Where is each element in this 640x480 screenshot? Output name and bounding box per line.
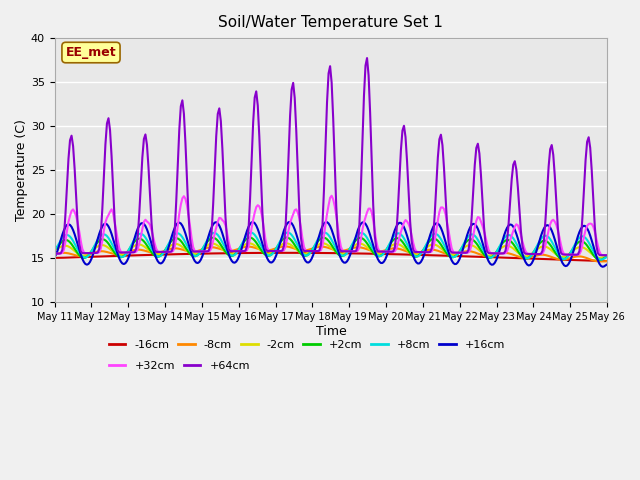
+2cm — [243, 236, 251, 241]
+16cm — [51, 254, 58, 260]
+64cm — [51, 251, 58, 256]
+32cm — [234, 248, 242, 254]
X-axis label: Time: Time — [316, 324, 346, 337]
-16cm — [118, 253, 126, 259]
-8cm — [216, 246, 223, 252]
+2cm — [604, 253, 611, 259]
-8cm — [294, 247, 301, 252]
+32cm — [118, 250, 126, 255]
+2cm — [294, 247, 301, 252]
+2cm — [574, 240, 582, 246]
Text: EE_met: EE_met — [66, 46, 116, 59]
+2cm — [234, 248, 242, 254]
-2cm — [216, 244, 223, 250]
-2cm — [118, 252, 126, 258]
-2cm — [596, 255, 604, 261]
+8cm — [51, 246, 58, 252]
+8cm — [597, 257, 605, 263]
+2cm — [283, 235, 291, 240]
-8cm — [118, 251, 126, 257]
-16cm — [294, 250, 301, 256]
+16cm — [118, 261, 126, 266]
Title: Soil/Water Temperature Set 1: Soil/Water Temperature Set 1 — [218, 15, 444, 30]
+2cm — [596, 257, 604, 263]
+8cm — [234, 249, 242, 254]
+16cm — [598, 264, 606, 270]
+8cm — [574, 237, 582, 242]
-2cm — [294, 248, 301, 253]
+16cm — [294, 236, 301, 242]
Y-axis label: Temperature (C): Temperature (C) — [15, 119, 28, 221]
+64cm — [234, 248, 242, 254]
+32cm — [292, 206, 300, 212]
-2cm — [282, 240, 289, 246]
-16cm — [282, 250, 289, 256]
+8cm — [294, 243, 301, 249]
-2cm — [51, 246, 58, 252]
+2cm — [51, 246, 58, 252]
Line: +2cm: +2cm — [54, 238, 607, 260]
+32cm — [604, 252, 611, 258]
Legend: +32cm, +64cm: +32cm, +64cm — [104, 357, 254, 376]
Line: -16cm: -16cm — [54, 253, 607, 261]
Line: +64cm: +64cm — [54, 58, 607, 255]
+32cm — [51, 251, 58, 256]
-2cm — [604, 253, 611, 259]
-8cm — [604, 258, 611, 264]
-8cm — [574, 253, 582, 259]
+64cm — [118, 250, 126, 255]
+2cm — [118, 254, 126, 260]
-16cm — [604, 258, 611, 264]
+32cm — [243, 247, 251, 253]
+16cm — [216, 223, 223, 228]
+8cm — [283, 230, 291, 236]
+8cm — [118, 254, 126, 260]
-8cm — [597, 259, 605, 264]
+32cm — [328, 193, 335, 199]
+8cm — [243, 232, 251, 238]
+64cm — [574, 252, 582, 257]
+8cm — [216, 234, 223, 240]
+16cm — [243, 228, 251, 234]
Line: +16cm: +16cm — [54, 222, 607, 267]
-2cm — [234, 248, 242, 253]
-16cm — [51, 255, 58, 261]
+16cm — [286, 219, 294, 225]
-8cm — [243, 244, 251, 250]
+16cm — [604, 262, 611, 267]
+8cm — [604, 254, 611, 260]
Line: -2cm: -2cm — [54, 243, 607, 258]
Line: +32cm: +32cm — [54, 196, 607, 255]
-2cm — [243, 241, 251, 247]
-8cm — [234, 246, 242, 252]
-16cm — [574, 257, 582, 263]
+16cm — [234, 256, 242, 262]
+64cm — [243, 243, 251, 249]
Line: -8cm: -8cm — [54, 246, 607, 262]
-2cm — [574, 245, 582, 251]
+32cm — [574, 252, 582, 258]
+64cm — [216, 106, 223, 111]
+32cm — [216, 215, 223, 221]
-8cm — [51, 251, 58, 256]
+2cm — [216, 240, 223, 245]
+16cm — [574, 233, 582, 239]
-8cm — [282, 243, 289, 249]
+64cm — [604, 252, 611, 258]
Line: +8cm: +8cm — [54, 233, 607, 260]
-16cm — [243, 250, 251, 256]
+64cm — [364, 55, 371, 61]
-16cm — [234, 250, 242, 256]
+64cm — [292, 127, 300, 133]
-16cm — [216, 251, 223, 256]
